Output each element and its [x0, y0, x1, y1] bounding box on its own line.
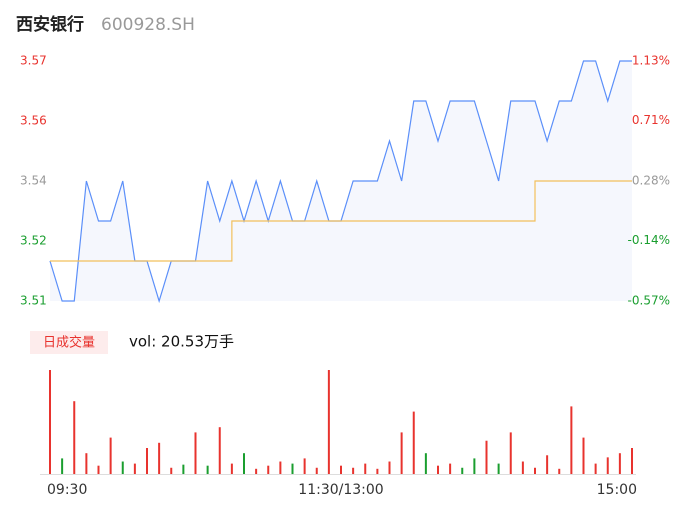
volume-bar	[388, 461, 391, 474]
volume-bar	[303, 458, 306, 474]
volume-bar	[158, 442, 161, 474]
volume-bar	[461, 467, 464, 474]
chart-title: 西安银行	[16, 14, 84, 35]
volume-bar	[594, 463, 597, 474]
volume-bar	[558, 468, 561, 474]
y2-tick-label: 0.28%	[632, 174, 670, 188]
volume-bar	[327, 370, 330, 474]
y-tick-label: 3.52	[20, 234, 47, 248]
y2-tick-label: -0.57%	[628, 294, 670, 308]
volume-bar	[121, 461, 124, 474]
volume-bar	[412, 411, 415, 474]
y2-tick-label: 0.71%	[632, 113, 670, 127]
volume-bar	[182, 464, 185, 474]
volume-bar	[61, 458, 64, 474]
y-tick-label: 3.51	[20, 294, 47, 308]
volume-bar	[194, 432, 197, 474]
volume-bar	[315, 467, 318, 474]
x-tick-label: 15:00	[597, 482, 637, 498]
volume-bar	[582, 437, 585, 474]
volume-summary: vol: 20.53万手	[129, 333, 234, 351]
volume-bar	[230, 463, 233, 474]
volume-bar	[218, 427, 221, 474]
y-tick-label: 3.57	[20, 54, 47, 68]
volume-title-box	[30, 331, 108, 354]
volume-bar	[546, 455, 549, 474]
volume-bar	[97, 465, 100, 474]
volume-bar	[109, 437, 112, 474]
volume-bar	[85, 453, 88, 474]
volume-bar	[509, 432, 512, 474]
price-area	[50, 61, 632, 301]
y-tick-label: 3.56	[20, 114, 47, 128]
volume-bar	[437, 465, 439, 474]
volume-bar	[631, 448, 633, 474]
volume-bar	[170, 467, 173, 474]
volume-bar	[606, 457, 609, 474]
volume-bar	[291, 463, 294, 474]
volume-bar	[618, 453, 621, 474]
volume-bar	[521, 461, 524, 474]
volume-bar	[570, 406, 573, 474]
volume-bar	[352, 467, 355, 474]
volume-bar	[400, 432, 403, 474]
volume-bar	[497, 463, 500, 474]
volume-bar	[49, 370, 51, 474]
x-tick-label: 11:30/13:00	[298, 482, 383, 498]
volume-bar	[279, 461, 282, 474]
volume-bar	[243, 453, 245, 474]
volume-title: 日成交量	[43, 335, 95, 351]
volume-bar	[534, 467, 536, 474]
chart-subtitle: 600928.SH	[101, 15, 195, 35]
volume-bar	[206, 465, 209, 474]
y-tick-label: 3.54	[20, 174, 47, 188]
volume-bar	[267, 465, 270, 474]
volume-bar	[146, 448, 148, 474]
y2-tick-label: 1.13%	[632, 54, 670, 68]
volume-bar	[449, 463, 452, 474]
volume-bar	[73, 401, 76, 474]
volume-bar	[376, 468, 379, 474]
volume-bar	[255, 468, 258, 474]
volume-bar	[133, 463, 136, 474]
volume-bar	[473, 458, 476, 474]
average-line	[50, 180, 632, 262]
y2-tick-label: -0.14%	[628, 233, 670, 247]
x-tick-label: 09:30	[47, 482, 87, 498]
volume-bar	[485, 440, 488, 474]
volume-bar	[364, 463, 367, 474]
volume-bar	[340, 465, 342, 474]
volume-bar	[424, 453, 427, 474]
